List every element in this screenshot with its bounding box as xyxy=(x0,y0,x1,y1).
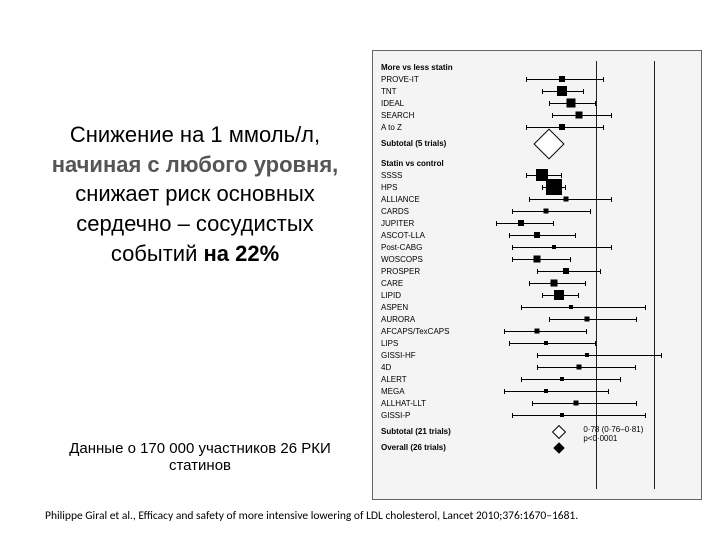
forest-point xyxy=(544,341,548,345)
forest-diamond xyxy=(553,442,564,453)
forest-row-label: MEGA xyxy=(381,387,405,396)
forest-ci-line xyxy=(537,271,600,272)
forest-plot: More vs less statin PROVE-IT TNT IDEAL SEARC… xyxy=(372,50,702,500)
forest-ci-line xyxy=(512,415,645,416)
forest-ci-line xyxy=(496,223,554,224)
forest-row-label: IDEAL xyxy=(381,99,404,108)
forest-plot-inner: More vs less statin PROVE-IT TNT IDEAL SEARC… xyxy=(381,61,693,489)
forest-row-label: PROVE-IT xyxy=(381,75,419,84)
forest-point xyxy=(563,268,569,274)
forest-ci-line xyxy=(521,379,621,380)
forest-point xyxy=(554,290,564,300)
main-statement: Снижение на 1 ммоль/л, начиная с любого … xyxy=(30,120,360,268)
forest-row-label: ASPEN xyxy=(381,303,408,312)
text-part-1: Снижение на 1 ммоль/л, xyxy=(70,122,320,147)
forest-ci-line xyxy=(509,343,596,344)
forest-ci-line xyxy=(529,199,612,200)
forest-point xyxy=(560,413,564,417)
forest-row-label: More vs less statin xyxy=(381,63,453,72)
forest-row-label: ASCOT-LLA xyxy=(381,231,425,240)
forest-point xyxy=(577,365,582,370)
forest-point xyxy=(535,329,540,334)
forest-row-label: AURORA xyxy=(381,315,415,324)
forest-ci-line xyxy=(532,403,637,404)
forest-point xyxy=(569,305,573,309)
forest-row-label: SSSS xyxy=(381,171,402,180)
forest-row-label: GISSI-P xyxy=(381,411,410,420)
forest-ci-line xyxy=(504,331,587,332)
forest-point xyxy=(585,353,589,357)
forest-ci-line xyxy=(504,391,609,392)
forest-ci-line xyxy=(512,247,612,248)
forest-point xyxy=(534,256,541,263)
forest-subtotal-annotation: 0·78 (0·76–0·81) p<0·0001 xyxy=(583,425,643,443)
forest-row-label: JUPITER xyxy=(381,219,414,228)
forest-point xyxy=(544,389,548,393)
forest-row-label: SEARCH xyxy=(381,111,414,120)
forest-point xyxy=(534,232,540,238)
forest-row-label: GISSI-HF xyxy=(381,351,416,360)
forest-chart: 0·78 (0·76–0·81) p<0·0001 xyxy=(479,61,679,489)
forest-row-label: LIPID xyxy=(381,291,401,300)
forest-row-label: LIPS xyxy=(381,339,398,348)
forest-point xyxy=(551,280,558,287)
forest-ci-line xyxy=(512,259,570,260)
forest-point xyxy=(546,179,562,195)
forest-point xyxy=(543,209,548,214)
forest-point xyxy=(560,377,564,381)
subtext: Данные о 170 000 участников 26 РКИ стати… xyxy=(50,440,350,474)
forest-ci-line xyxy=(512,211,590,212)
forest-diamond xyxy=(552,425,566,439)
citation: Philippe Giral et al., Efficacy and safe… xyxy=(45,509,685,523)
forest-point xyxy=(559,124,565,130)
forest-row-label: CARDS xyxy=(381,207,409,216)
forest-null-line xyxy=(654,61,655,489)
forest-row-label: Overall (26 trials) xyxy=(381,443,446,452)
forest-row-label: HPS xyxy=(381,183,397,192)
forest-row-label: ALLIANCE xyxy=(381,195,420,204)
forest-diamond xyxy=(533,128,564,159)
forest-point xyxy=(585,317,590,322)
forest-point xyxy=(518,220,524,226)
forest-row-label: CARE xyxy=(381,279,403,288)
forest-point xyxy=(566,99,575,108)
forest-row-label: Subtotal (5 trials) xyxy=(381,139,446,148)
forest-row-label: TNT xyxy=(381,87,397,96)
forest-row-label: Subtotal (21 trials) xyxy=(381,427,451,436)
forest-row-label: ALLHAT-LLT xyxy=(381,399,426,408)
forest-row-label: Post-CABG xyxy=(381,243,422,252)
forest-ci-line xyxy=(509,235,576,236)
forest-point xyxy=(563,197,568,202)
forest-point xyxy=(559,76,565,82)
main-text: Снижение на 1 ммоль/л, начиная с любого … xyxy=(30,120,360,268)
forest-point xyxy=(557,86,567,96)
forest-point xyxy=(573,401,578,406)
forest-row-label: Statin vs control xyxy=(381,159,444,168)
text-bold-2: на 22% xyxy=(204,241,280,266)
forest-ci-line xyxy=(521,307,646,308)
forest-row-label: PROSPER xyxy=(381,267,420,276)
forest-point xyxy=(576,112,583,119)
forest-row-label: 4D xyxy=(381,363,391,372)
forest-point xyxy=(552,245,556,249)
forest-ci-line xyxy=(549,319,637,320)
forest-ci-line xyxy=(537,367,635,368)
forest-row-label: A to Z xyxy=(381,123,402,132)
forest-row-label: WOSCOPS xyxy=(381,255,423,264)
forest-row-label: ALERT xyxy=(381,375,407,384)
text-bold-1: начиная с любого уровня, xyxy=(52,152,339,177)
forest-ci-line xyxy=(537,355,662,356)
forest-row-label: AFCAPS/TexCAPS xyxy=(381,327,449,336)
